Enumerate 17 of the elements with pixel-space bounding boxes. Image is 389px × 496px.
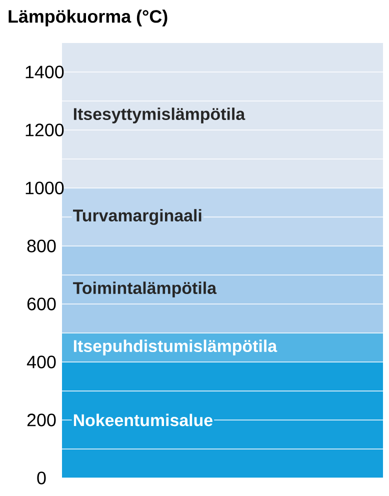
y-tick-label: 1200 <box>26 124 64 136</box>
bar <box>62 42 384 188</box>
y-tick-label: 1400 <box>26 66 64 78</box>
series-label: Turvamarginaali <box>73 209 202 225</box>
y-tick-label: 0 <box>37 472 46 484</box>
bar <box>62 362 384 478</box>
y-tick-label: 200 <box>27 414 56 426</box>
series-label: Toimintalämpötila <box>73 282 217 298</box>
series-label: Itsepuhdistumislämpötila <box>74 340 278 356</box>
y-tick-label: 1000 <box>26 182 64 194</box>
y-tick-label: 600 <box>27 298 56 310</box>
chart-title: Lämpökuorma (°C) <box>8 10 168 26</box>
bar <box>62 246 384 333</box>
series-label: Nokeentumisalue <box>74 414 212 426</box>
y-tick-label: 800 <box>27 240 56 252</box>
series-label: Itsesyttymislämpötila <box>74 108 246 124</box>
y-tick-label: 400 <box>26 356 56 368</box>
